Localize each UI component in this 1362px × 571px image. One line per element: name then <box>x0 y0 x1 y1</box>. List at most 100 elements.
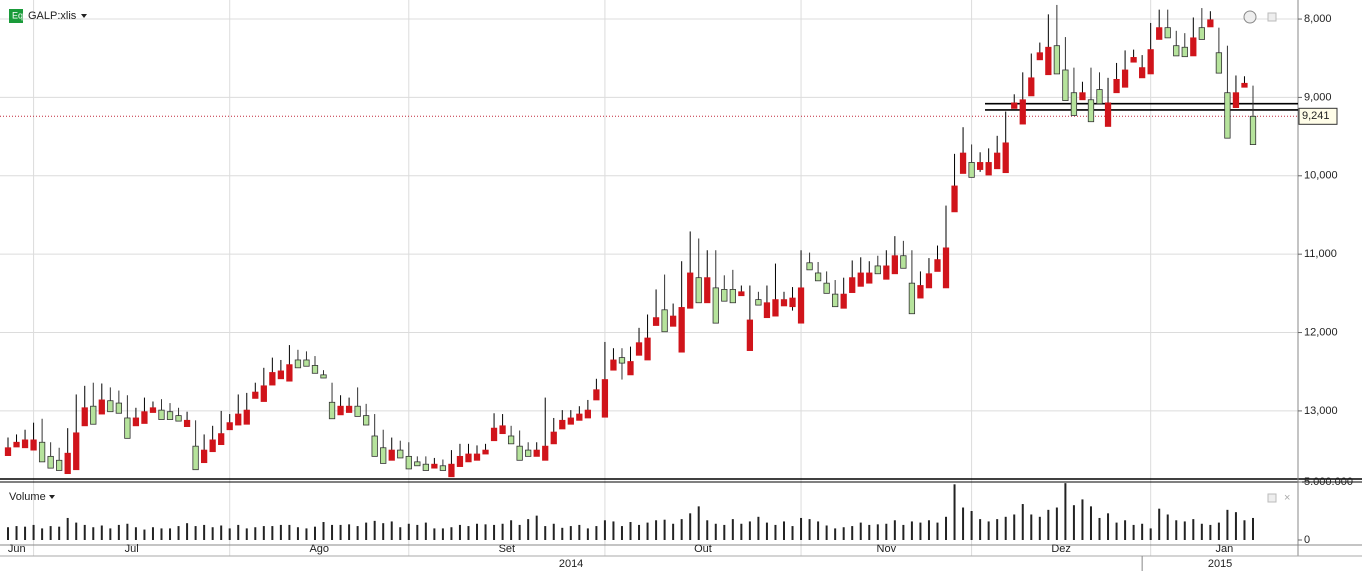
volume-bar <box>1175 520 1178 540</box>
dropdown-arrow[interactable] <box>49 495 55 499</box>
candle-body <box>73 432 80 471</box>
volume-bar <box>1183 521 1186 540</box>
candle-body <box>448 463 455 478</box>
volume-bar <box>339 524 342 540</box>
candle-body <box>124 417 131 439</box>
candle-body <box>601 379 609 418</box>
volume-bar <box>365 522 368 540</box>
candle-body <box>397 449 404 459</box>
settings-icon[interactable] <box>1243 10 1257 24</box>
volume-bar <box>134 527 137 540</box>
candle-body <box>465 453 472 463</box>
close-icon[interactable]: × <box>1284 492 1290 504</box>
volume-bar <box>100 525 103 540</box>
candle-body <box>269 372 276 386</box>
candle-body <box>201 449 208 464</box>
symbol-icon[interactable] <box>9 9 23 23</box>
marks: 8,000 9,000 10,000 11,000 12,000 13,000 Jun Jul… <box>0 4 1353 571</box>
volume-bar <box>544 526 547 540</box>
candle-body <box>1113 78 1120 94</box>
volume-bar <box>1243 520 1246 540</box>
candle-body <box>1164 27 1171 39</box>
candle-body <box>721 289 728 302</box>
candle-body <box>746 319 754 351</box>
volume-bar <box>458 524 461 540</box>
volume-bar <box>24 526 27 540</box>
volume-bar <box>842 527 845 540</box>
candle-body <box>149 407 157 413</box>
candle-body <box>303 359 310 367</box>
candle-body <box>627 361 634 376</box>
volume-bar <box>254 527 257 540</box>
volume-bar <box>390 521 393 540</box>
y-tick-label: 9,000 <box>1304 91 1332 103</box>
dropdown-arrow[interactable] <box>81 14 87 18</box>
candle-body <box>891 255 898 275</box>
volume-bar <box>561 527 564 540</box>
volume-bar <box>467 526 470 540</box>
candle-body <box>56 459 63 471</box>
maximize-icon[interactable] <box>1267 493 1277 503</box>
chart-title[interactable]: GALP:xlis <box>28 10 77 22</box>
volume-bar <box>1209 524 1212 540</box>
volume-bar <box>220 525 223 540</box>
candle-body <box>371 435 378 457</box>
candle-body <box>431 463 438 469</box>
volume-bar <box>228 528 231 540</box>
candle-body <box>533 449 540 457</box>
candle-body <box>226 422 233 431</box>
candle-body <box>806 262 813 271</box>
volume-bar <box>58 526 61 540</box>
y-tick-label: 11,000 <box>1304 248 1337 260</box>
year-label: 2014 <box>559 558 583 570</box>
volume-bar <box>945 516 948 540</box>
volume-bar <box>510 520 513 540</box>
candle-body <box>1249 115 1257 145</box>
candle-body <box>959 152 967 174</box>
volume-bar <box>1149 528 1152 540</box>
candle-body <box>1173 45 1180 57</box>
volume-bar <box>305 528 308 540</box>
volume-bar <box>49 526 52 540</box>
volume-bar <box>194 526 197 540</box>
candle-body <box>729 289 736 304</box>
volume-bar <box>1072 505 1075 540</box>
volume-bar <box>1047 509 1050 540</box>
volume-bar <box>245 528 248 540</box>
candle-body <box>1011 102 1018 109</box>
volume-bar <box>902 524 905 540</box>
volume-bar <box>1124 520 1127 540</box>
candle-body <box>516 445 523 461</box>
candle-body <box>857 272 864 287</box>
candle-body <box>772 299 779 317</box>
candle-body <box>115 402 122 414</box>
volume-bar <box>92 527 95 540</box>
candle-body <box>883 265 890 280</box>
volume-bar <box>203 524 206 540</box>
volume-bar <box>407 523 410 540</box>
maximize-icon[interactable] <box>1267 12 1277 22</box>
candle-body <box>635 342 643 356</box>
volume-bar <box>748 521 751 540</box>
volume-bar <box>612 521 615 540</box>
volume-bar <box>271 526 274 540</box>
candle-body <box>1062 69 1069 101</box>
volume-bar <box>800 517 803 540</box>
volume-title[interactable]: Volume <box>9 491 46 503</box>
volume-bar <box>1089 506 1092 540</box>
volume-bar <box>169 528 172 540</box>
candle-body <box>1036 52 1043 61</box>
candle-body <box>64 452 71 475</box>
volume-bar <box>151 527 154 540</box>
volume-bar <box>1234 512 1237 540</box>
volume-bar <box>484 524 487 540</box>
volume-bar <box>117 524 120 540</box>
candle-body <box>422 463 429 471</box>
volume-bar <box>143 529 146 540</box>
volume-bar <box>620 526 623 540</box>
candle-body <box>286 364 293 382</box>
volume-bar <box>373 520 376 540</box>
volume-bar <box>1055 507 1058 540</box>
volume-bar <box>996 519 999 540</box>
